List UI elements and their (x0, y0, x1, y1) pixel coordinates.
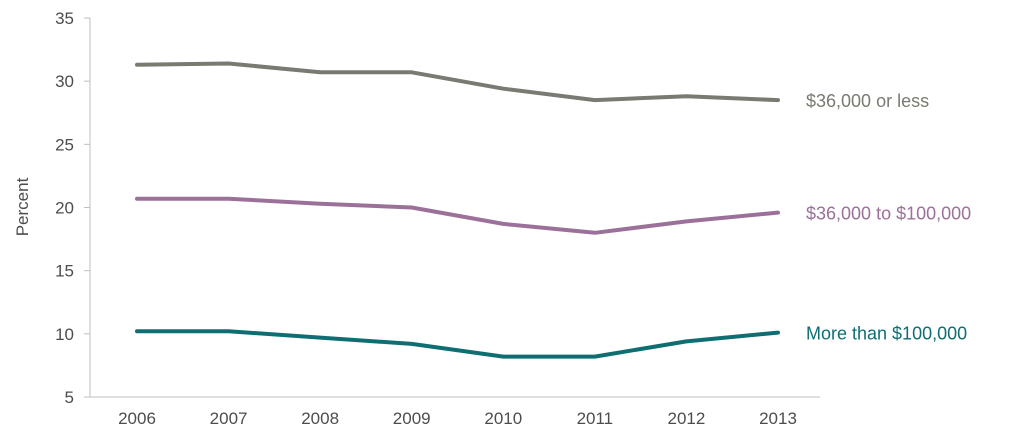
x-tick-label: 2012 (668, 409, 706, 428)
y-tick-label: 25 (55, 135, 74, 154)
series-line-1 (135, 196, 780, 235)
series-label-2: More than $100,000 (806, 324, 967, 344)
x-tick-label: 2009 (393, 409, 431, 428)
y-tick-label: 35 (55, 9, 74, 28)
series-line-2 (135, 329, 780, 359)
y-axis-title: Percent (13, 177, 32, 236)
x-tick-label: 2011 (577, 409, 614, 428)
y-tick-label: 10 (55, 325, 74, 344)
y-tick-group: 5 10 15 20 25 30 35 (55, 9, 90, 407)
y-tick-label: 20 (55, 199, 74, 218)
series-label-1: $36,000 to $100,000 (806, 204, 971, 224)
y-tick-label: 5 (65, 388, 74, 407)
x-tick-group: 2006 2007 2008 2009 2010 2011 2012 2013 (118, 409, 797, 428)
x-tick-label: 2006 (118, 409, 156, 428)
series-line-0 (135, 61, 780, 103)
x-tick-label: 2007 (210, 409, 248, 428)
x-tick-label: 2010 (484, 409, 522, 428)
x-tick-label: 2008 (301, 409, 339, 428)
series-label-0: $36,000 or less (806, 91, 929, 111)
y-tick-label: 30 (55, 72, 74, 91)
series-group: $36,000 or less $36,000 to $100,000 More t… (135, 61, 971, 359)
y-tick-label: 15 (55, 262, 74, 281)
x-tick-label: 2013 (759, 409, 797, 428)
